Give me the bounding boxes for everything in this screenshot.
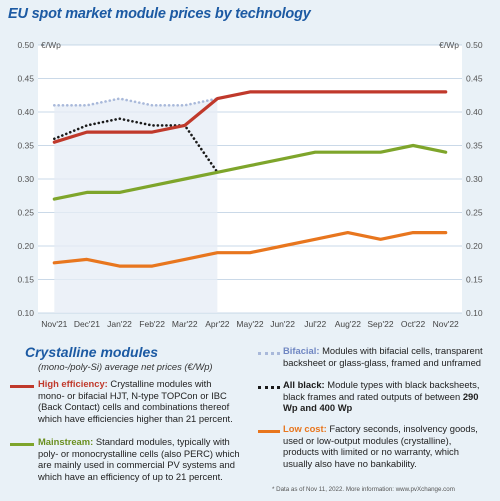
x-tick-label: May'22 — [236, 319, 263, 329]
legend-text-low-cost: Factory seconds, insolvency goods, used … — [283, 423, 478, 469]
series-line-high-efficiency — [52, 90, 448, 144]
legend-label-mainstream: Mainstream: — [38, 436, 94, 447]
y-tick-label-right: 0.35 — [466, 141, 483, 151]
x-tick-label: Mar'22 — [172, 319, 198, 329]
legend-text-bifacial: Modules with bifacial cells, transparent… — [283, 345, 483, 368]
x-tick-label: Nov'22 — [433, 319, 459, 329]
y-tick-label-left: 0.30 — [17, 174, 34, 184]
y-tick-label-left: 0.40 — [17, 107, 34, 117]
legend-item-mainstream: Mainstream: Standard modules, typically … — [38, 436, 243, 482]
y-tick-label-left: 0.25 — [17, 208, 34, 218]
legend-subtitle: (mono-/poly-Si) average net prices (€/Wp… — [38, 361, 213, 372]
legend-swatch-bifacial — [258, 352, 280, 355]
y-tick-label-left: 0.10 — [17, 308, 34, 318]
y-tick-label-left: 0.35 — [17, 141, 34, 151]
x-tick-label: Nov'21 — [41, 319, 67, 329]
y-tick-label-left: 0.20 — [17, 241, 34, 251]
y-tick-label-right: 0.30 — [466, 174, 483, 184]
legend-text-all-black-range: 290 Wp and 400 Wp — [283, 390, 479, 414]
legend-item-low-cost: Low cost: Factory seconds, insolvency go… — [283, 423, 488, 469]
y-tick-label-right: 0.20 — [466, 241, 483, 251]
y-tick-label-left: 0.45 — [17, 74, 34, 84]
x-tick-label: Oct'22 — [401, 319, 426, 329]
legend-label-bifacial: Bifacial: — [283, 345, 320, 356]
y-tick-label-right: 0.50 — [466, 40, 483, 50]
y-unit-left: €/Wp — [41, 40, 61, 50]
legend-text-high-efficiency: Crystalline modules with mono- or bifaci… — [38, 378, 233, 424]
legend-text-all-black: Module types with black backsheets, blac… — [283, 379, 480, 402]
legend-swatch-all-black — [258, 386, 280, 389]
legend-swatch-low-cost — [258, 430, 280, 433]
y-unit-right: €/Wp — [439, 40, 459, 50]
legend-label-high-efficiency: High efficiency: — [38, 378, 108, 389]
y-tick-label-right: 0.10 — [466, 308, 483, 318]
series-line-bifacial — [53, 97, 219, 107]
legend-label-low-cost: Low cost: — [283, 423, 327, 434]
legend-item-bifacial: Bifacial: Modules with bifacial cells, t… — [283, 345, 488, 368]
x-tick-label: Aug'22 — [335, 319, 361, 329]
y-tick-label-right: 0.25 — [466, 208, 483, 218]
legend-label-all-black: All black: — [283, 379, 325, 390]
y-tick-label-right: 0.15 — [466, 275, 483, 285]
legend-item-all-black: All black: Module types with black backs… — [283, 379, 488, 414]
legend-text-mainstream: Standard modules, typically with poly- o… — [38, 436, 240, 482]
legend-title: Crystalline modules — [25, 344, 159, 360]
legend-item-high-efficiency: High efficiency: Crystalline modules wit… — [38, 378, 238, 424]
footnote: * Data as of Nov 11, 2022. More informat… — [272, 486, 455, 493]
y-tick-label-right: 0.45 — [466, 74, 483, 84]
series-line-mainstream — [52, 143, 448, 201]
x-tick-label: Jan'22 — [107, 319, 132, 329]
x-tick-label: Feb'22 — [139, 319, 165, 329]
legend-swatch-high-efficiency — [10, 385, 34, 388]
y-tick-label-right: 0.40 — [466, 107, 483, 117]
legend-swatch-mainstream — [10, 443, 34, 446]
chart-title: EU spot market module prices by technolo… — [8, 6, 311, 22]
x-tick-label: Jul'22 — [304, 319, 326, 329]
series-line-low-cost — [52, 231, 448, 268]
bifacial-area — [54, 98, 218, 313]
x-tick-label: Dec'21 — [74, 319, 100, 329]
price-chart: 0.50 0.50 0.45 0.45 0.40 0.40 0.35 0.35 0.30 0.30… — [17, 40, 483, 329]
series-line-all-black — [53, 117, 219, 174]
x-tick-label: Sep'22 — [367, 319, 393, 329]
x-tick-label: Jun'22 — [270, 319, 295, 329]
y-tick-label-left: 0.15 — [17, 275, 34, 285]
x-tick-label: Apr'22 — [205, 319, 230, 329]
y-tick-label-left: 0.50 — [17, 40, 34, 50]
